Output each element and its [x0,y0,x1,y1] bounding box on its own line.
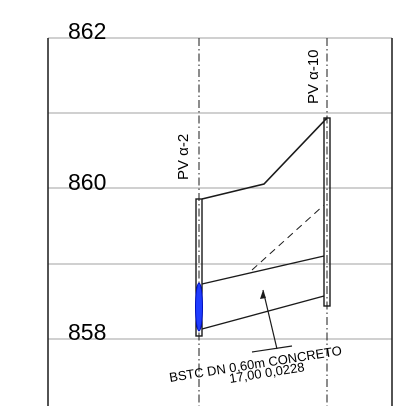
annotation-leader-line [262,289,278,350]
manhole-label-pv-alpha-10: PV α-10 [305,49,322,104]
elevation-grid [48,37,392,340]
manhole-shaft-left [195,198,203,337]
manhole-label-pv-alpha-2: PV α-2 [175,134,192,180]
ground-surface-line [201,117,328,200]
water-level-marker [195,282,203,332]
dashed-design-line [251,204,325,271]
annotation-arrowhead [260,290,266,299]
pipe-crown-line [201,255,325,285]
elevation-label-860: 860 [68,169,106,195]
annotation-underline [251,345,293,353]
elevation-label-858: 858 [68,319,106,345]
pipe-invert-line [201,295,325,330]
elevation-label-862: 862 [68,18,106,44]
